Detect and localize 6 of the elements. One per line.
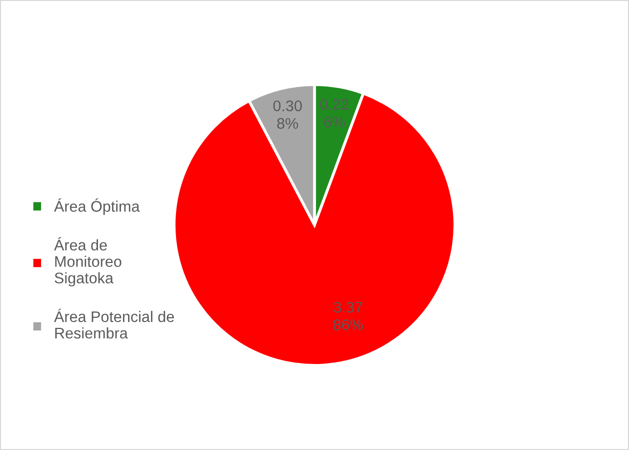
legend-label: Área de Monitoreo Sigatoka	[54, 237, 122, 286]
data-label: 0.22 6%	[320, 98, 348, 128]
legend-label: Área Óptima	[54, 198, 140, 215]
legend-label: Área Potencial de Resiembra	[54, 308, 174, 339]
data-label: 0.30 8%	[273, 100, 302, 129]
data-label: 3.37 86%	[333, 302, 363, 330]
